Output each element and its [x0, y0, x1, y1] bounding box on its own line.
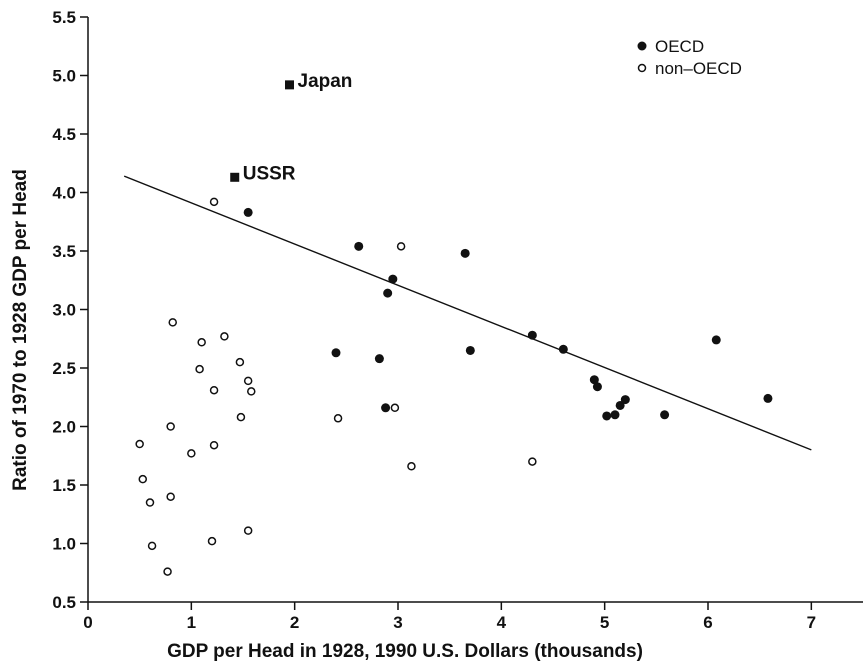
legend-marker-non-oecd: [637, 63, 647, 73]
series-oecd: [243, 207, 773, 421]
legend-label-oecd: OECD: [655, 37, 704, 56]
oecd-point: [374, 354, 384, 364]
non-oecd-point: [247, 387, 256, 396]
y-tick-label: 4.0: [52, 184, 76, 203]
oecd-point: [460, 248, 470, 258]
x-tick-label: 4: [497, 613, 507, 632]
non-oecd-point: [195, 364, 204, 374]
oecd-point: [602, 411, 612, 421]
non-oecd-point: [207, 536, 217, 546]
non-oecd-point: [209, 440, 219, 450]
x-ticks: 0 1 2 3 4 5 6 7: [83, 602, 816, 632]
x-tick-label: 2: [290, 613, 299, 632]
non-oecd-point: [135, 439, 144, 449]
oecd-point: [660, 410, 670, 420]
non-oecd-point: [390, 403, 400, 413]
non-oecd-point: [220, 332, 229, 341]
non-oecd-point: [197, 338, 206, 347]
x-axis-title: GDP per Head in 1928, 1990 U.S. Dollars …: [167, 641, 643, 662]
legend-label-non-oecd: non–OECD: [655, 59, 742, 78]
non-oecd-point: [138, 474, 148, 484]
series-non-oecd: [135, 197, 537, 576]
non-oecd-point: [147, 541, 157, 551]
x-tick-label: 3: [393, 613, 402, 632]
oecd-point: [620, 395, 630, 405]
non-oecd-point: [243, 376, 253, 386]
oecd-point: [527, 330, 537, 340]
oecd-point: [610, 410, 620, 420]
japan-marker: [285, 80, 294, 90]
oecd-point: [615, 400, 625, 410]
x-tick-label: 5: [600, 613, 609, 632]
y-tick-label: 0.5: [52, 593, 76, 612]
non-oecd-point: [166, 492, 175, 501]
oecd-point: [243, 207, 253, 217]
y-ticks: 0.5 1.0 1.5 2.0 2.5 3.0 3.5 4.0 4.5 5.0 5.5: [52, 8, 88, 612]
y-tick-label: 1.5: [52, 476, 76, 495]
non-oecd-point: [209, 197, 219, 207]
non-oecd-point: [235, 357, 245, 367]
oecd-point: [388, 274, 398, 284]
oecd-point: [592, 382, 602, 392]
oecd-point: [711, 335, 721, 345]
non-oecd-point: [163, 567, 172, 576]
legend: OECD non–OECD: [637, 37, 742, 78]
oecd-point: [763, 393, 773, 403]
oecd-point: [354, 241, 364, 251]
non-oecd-point: [209, 385, 219, 395]
y-tick-label: 4.5: [52, 125, 76, 144]
non-oecd-point: [396, 242, 406, 251]
y-tick-label: 2.0: [52, 418, 76, 437]
non-oecd-point: [145, 498, 155, 507]
y-tick-label: 3.0: [52, 301, 76, 320]
y-tick-label: 2.5: [52, 359, 76, 378]
y-tick-label: 1.0: [52, 535, 76, 554]
oecd-point: [383, 288, 393, 298]
ussr-marker: [230, 172, 240, 182]
labeled-points: Japan USSR: [230, 71, 352, 184]
non-oecd-point: [333, 414, 343, 423]
axes: 0 1 2 3 4 5 6 7 0.5 1.0 1.5 2.0 2.5 3.0 3.5 4.0 4.5 5.0 5…: [52, 8, 863, 632]
y-tick-label: 5.5: [52, 8, 76, 27]
x-tick-label: 7: [807, 613, 816, 632]
ussr-label: USSR: [243, 163, 296, 184]
non-oecd-point: [528, 457, 537, 466]
x-tick-label: 6: [703, 613, 712, 632]
oecd-point: [558, 344, 568, 354]
x-tick-label: 1: [187, 613, 196, 632]
trend-line: [123, 175, 812, 451]
y-tick-label: 3.5: [52, 242, 76, 261]
y-tick-label: 5.0: [52, 67, 76, 86]
oecd-point: [589, 375, 599, 385]
y-axis-title: Ratio of 1970 to 1928 GDP per Head: [10, 169, 31, 491]
non-oecd-point: [236, 412, 246, 422]
non-oecd-point: [407, 462, 416, 471]
oecd-point: [331, 348, 341, 358]
non-oecd-point: [168, 318, 177, 327]
x-tick-label: 0: [83, 613, 92, 632]
japan-label: Japan: [298, 71, 353, 92]
legend-marker-oecd: [637, 41, 647, 51]
non-oecd-point: [187, 449, 196, 458]
non-oecd-point: [166, 422, 175, 431]
oecd-point: [381, 403, 391, 413]
non-oecd-point: [243, 526, 253, 535]
oecd-point: [465, 345, 475, 355]
